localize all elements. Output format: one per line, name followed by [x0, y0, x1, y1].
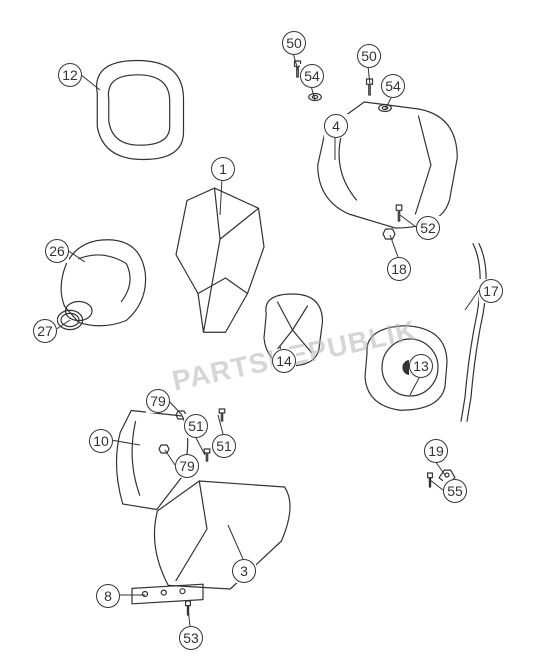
callout-54: 54 [381, 74, 405, 98]
part-filter-13 [355, 320, 455, 415]
part-screw-50b [362, 78, 377, 96]
callout-55: 55 [443, 479, 467, 503]
callout-12: 12 [58, 63, 82, 87]
part-screw-55 [424, 472, 436, 488]
callout-18: 18 [387, 257, 411, 281]
callout-50: 50 [282, 31, 306, 55]
part-washer-54b [378, 103, 392, 113]
callout-10: 10 [89, 429, 113, 453]
callout-1: 1 [211, 157, 235, 181]
callout-50: 50 [357, 44, 381, 68]
part-nut-18 [382, 228, 396, 240]
part-strap-17 [455, 240, 495, 425]
callout-26: 26 [45, 239, 69, 263]
part-cover-12 [80, 55, 195, 165]
callout-51: 51 [212, 434, 236, 458]
callout-51: 51 [184, 414, 208, 438]
part-screw-53 [182, 600, 194, 616]
callout-53: 53 [179, 626, 203, 650]
callout-13: 13 [409, 354, 433, 378]
part-washer-54a [308, 92, 322, 102]
callout-27: 27 [33, 319, 57, 343]
callout-54: 54 [300, 64, 324, 88]
callout-52: 52 [416, 216, 440, 240]
part-nut-79b [158, 444, 170, 454]
part-screw-51b [215, 408, 229, 422]
callout-14: 14 [272, 349, 296, 373]
part-sidepanel-3 [145, 475, 300, 595]
callout-3: 3 [232, 559, 256, 583]
callout-8: 8 [96, 584, 120, 608]
callout-4: 4 [324, 114, 348, 138]
part-clamp-27 [55, 305, 85, 335]
callout-17: 17 [479, 279, 503, 303]
part-screw-52 [392, 204, 406, 222]
callout-79: 79 [175, 454, 199, 478]
callout-19: 19 [424, 439, 448, 463]
callout-79: 79 [146, 389, 170, 413]
